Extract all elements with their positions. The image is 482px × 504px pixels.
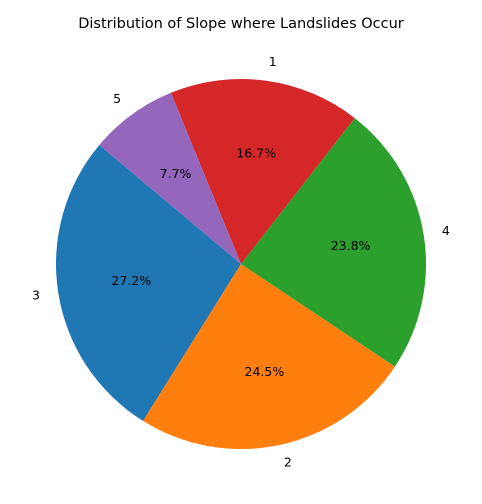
slice-label-5: 5 — [113, 91, 121, 106]
slice-percent-2: 24.5% — [245, 364, 285, 379]
slice-label-1: 1 — [269, 54, 277, 69]
pie-slice-2 — [143, 264, 395, 449]
slice-percent-3: 27.2% — [112, 273, 152, 288]
pie-slice-3 — [56, 145, 241, 421]
chart-title: Distribution of Slope where Landslides O… — [78, 16, 404, 32]
slice-label-4: 4 — [442, 223, 450, 238]
pie-slice-5 — [99, 92, 242, 264]
slice-percent-1: 16.7% — [236, 146, 276, 161]
pie-slice-1 — [170, 78, 355, 264]
pie-labels: 3 27.2% 2 24.5% 4 23.8% 1 16.7% 5 7.7% — [32, 54, 450, 470]
pie-slice-4 — [241, 118, 427, 367]
slice-percent-4: 23.8% — [331, 238, 371, 253]
pie-slices — [56, 78, 427, 449]
slice-label-2: 2 — [284, 454, 292, 469]
slice-label-3: 3 — [32, 287, 40, 302]
slice-percent-5: 7.7% — [160, 166, 192, 181]
